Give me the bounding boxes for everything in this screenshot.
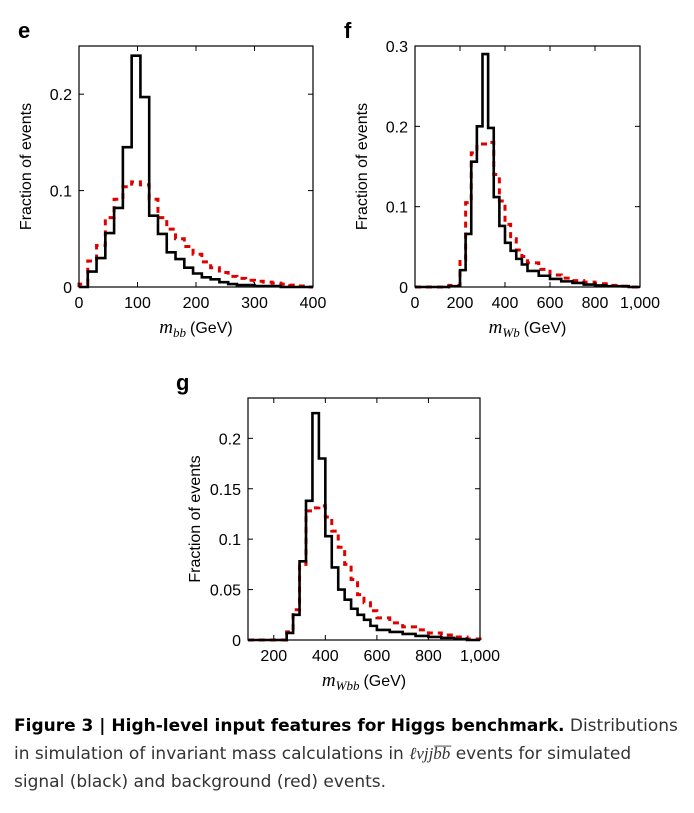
x-axis-label: mWbb (GeV) xyxy=(322,670,406,693)
x-tick-label: 200 xyxy=(183,295,210,312)
plot-frame xyxy=(78,45,314,288)
panel-letter: e xyxy=(18,18,30,43)
y-tick-label: 0.05 xyxy=(210,583,241,600)
series-line-signal xyxy=(248,411,480,642)
panel-letter: f xyxy=(344,18,352,43)
caption-text-before: Distributions in simulation of invariant… xyxy=(14,716,678,764)
caption-title: Figure 3 | High-level input features for… xyxy=(14,716,565,736)
x-tick-label: 100 xyxy=(124,295,151,312)
x-tick-label: 600 xyxy=(364,648,391,665)
x-tick-label: 1,000 xyxy=(460,648,500,665)
x-tick-label: 800 xyxy=(582,295,609,312)
plot-frame xyxy=(247,397,481,641)
plot-frame xyxy=(414,45,641,288)
x-tick-label: 400 xyxy=(312,648,339,665)
chart-panel-e: e 0 100 200 300 400 0 0.1 0.2 Fraction of events m… xyxy=(18,18,326,340)
y-tick-label: 0.2 xyxy=(219,431,241,448)
figure-caption: Figure 3 | High-level input features for… xyxy=(14,712,684,796)
caption-math: ℓνjjb̅b̅ xyxy=(409,744,451,763)
y-tick-label: 0.2 xyxy=(386,119,408,136)
panel-letter: g xyxy=(176,370,189,395)
x-tick-label: 600 xyxy=(537,295,564,312)
chart-panel-g: g 200 400 600 800 1,000 0 0.05 0.1 0.15 0.2 Fractio… xyxy=(176,370,500,693)
y-axis-label: Fraction of events xyxy=(18,103,35,230)
x-tick-label: 200 xyxy=(447,295,474,312)
figure: e 0 100 200 300 400 0 0.1 0.2 Fraction of events m… xyxy=(18,18,660,693)
series-line-background xyxy=(77,180,313,289)
chart-panel-f: f 0 200 400 600 800 1,000 0 0.1 0.2 0.3 Fraction of… xyxy=(344,18,660,340)
series-line-signal xyxy=(79,54,313,289)
y-tick-label: 0 xyxy=(63,280,72,297)
y-tick-label: 0.1 xyxy=(386,200,408,217)
y-tick-label: 0.15 xyxy=(210,482,241,499)
y-tick-label: 0.3 xyxy=(386,39,408,56)
y-tick-label: 0.1 xyxy=(219,532,241,549)
y-tick-label: 0.2 xyxy=(50,87,72,104)
y-axis-label: Fraction of events xyxy=(354,103,371,230)
x-tick-label: 400 xyxy=(300,295,327,312)
x-tick-label: 300 xyxy=(241,295,268,312)
x-tick-label: 800 xyxy=(415,648,442,665)
x-axis-label: mbb (GeV) xyxy=(159,317,232,340)
x-axis-label: mWb (GeV) xyxy=(489,317,567,340)
y-tick-label: 0 xyxy=(399,280,408,297)
series-line-signal xyxy=(415,52,640,289)
caption-text-after: events for simulated signal (black) and … xyxy=(14,744,632,792)
y-axis-label: Fraction of events xyxy=(187,455,204,582)
x-tick-label: 0 xyxy=(411,295,420,312)
y-tick-label: 0 xyxy=(232,633,241,650)
x-tick-label: 400 xyxy=(492,295,519,312)
x-tick-label: 200 xyxy=(260,648,287,665)
x-tick-label: 0 xyxy=(75,295,84,312)
x-tick-label: 1,000 xyxy=(620,295,660,312)
y-tick-label: 0.1 xyxy=(50,184,72,201)
